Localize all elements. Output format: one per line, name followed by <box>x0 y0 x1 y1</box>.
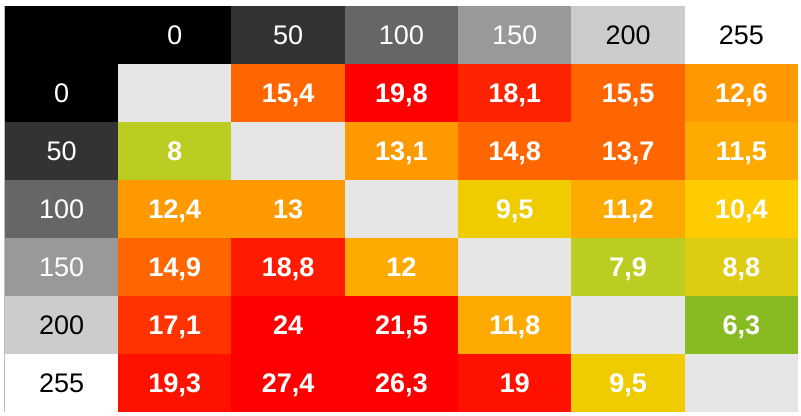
heatmap-cell: 8,8 <box>684 238 798 296</box>
heatmap-cell: 26,3 <box>344 354 458 412</box>
column-header-100: 100 <box>344 6 458 64</box>
column-header-200: 200 <box>571 6 685 64</box>
heatmap-empty-cell <box>684 354 798 412</box>
heatmap-cell: 27,4 <box>231 354 345 412</box>
heatmap-cell: 13 <box>231 180 345 238</box>
heatmap-cell: 14,9 <box>118 238 232 296</box>
heatmap-cell: 15,4 <box>231 64 345 122</box>
column-header-255: 255 <box>684 6 798 64</box>
heatmap-cell: 10,4 <box>684 180 798 238</box>
heatmap-cell: 9,5 <box>571 354 685 412</box>
heatmap-empty-cell <box>118 64 232 122</box>
heatmap-cell: 24 <box>231 296 345 354</box>
heatmap-cell: 17,1 <box>118 296 232 354</box>
heatmap-cell: 12,4 <box>118 180 232 238</box>
heatmap-cell: 19,8 <box>344 64 458 122</box>
heatmap-empty-cell <box>344 180 458 238</box>
heatmap-cell: 18,1 <box>457 64 572 122</box>
heatmap-cell: 11,5 <box>684 122 798 180</box>
heatmap-grid: 0 50 100 150 200 255 0 15,4 19,8 18,1 15,5 12,6 50 8 1… <box>4 6 798 412</box>
heatmap-cell: 18,8 <box>231 238 345 296</box>
heatmap-cell: 13,1 <box>344 122 458 180</box>
heatmap-cell: 13,7 <box>571 122 685 180</box>
heatmap-cell: 19 <box>457 354 572 412</box>
heatmap-cell: 7,9 <box>571 238 685 296</box>
heatmap-cell: 21,5 <box>344 296 458 354</box>
row-header-0: 0 <box>5 64 118 122</box>
corner-cell <box>5 6 118 64</box>
row-header-50: 50 <box>5 122 118 180</box>
heatmap-cell: 12 <box>344 238 458 296</box>
heatmap-cell: 14,8 <box>457 122 572 180</box>
heatmap-empty-cell <box>571 296 685 354</box>
heatmap-cell: 15,5 <box>571 64 685 122</box>
heatmap-cell: 11,8 <box>457 296 572 354</box>
row-header-200: 200 <box>5 296 118 354</box>
heatmap-cell: 11,2 <box>571 180 685 238</box>
row-header-255: 255 <box>5 354 118 412</box>
column-header-50: 50 <box>231 6 345 64</box>
column-header-150: 150 <box>457 6 572 64</box>
row-header-100: 100 <box>5 180 118 238</box>
heatmap-cell: 8 <box>118 122 232 180</box>
heatmap-cell: 6,3 <box>684 296 798 354</box>
row-header-150: 150 <box>5 238 118 296</box>
heatmap-cell: 9,5 <box>457 180 572 238</box>
heatmap-cell: 19,3 <box>118 354 232 412</box>
heatmap-empty-cell <box>231 122 345 180</box>
heatmap-empty-cell <box>457 238 572 296</box>
heatmap-cell: 12,6 <box>684 64 798 122</box>
column-header-0: 0 <box>118 6 232 64</box>
